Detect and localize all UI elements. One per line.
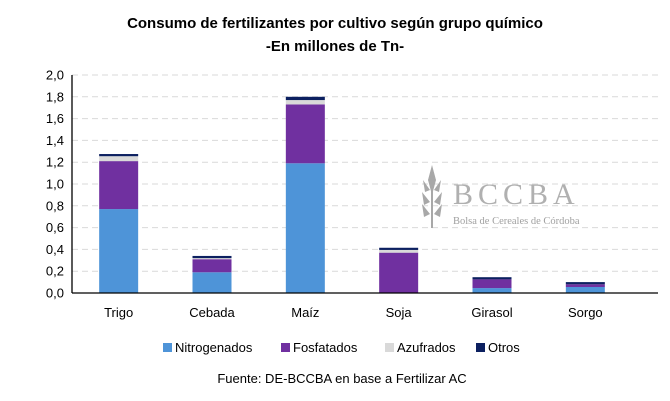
bar-azufrados-cebada: [192, 258, 232, 260]
x-tick-label: Maíz: [291, 305, 319, 320]
bar-fosfatados-girasol: [472, 279, 512, 289]
watermark-subtitle: Bolsa de Cereales de Córdoba: [453, 216, 580, 227]
bar-nitrogenados-cebada: [192, 272, 232, 293]
legend-swatch: [281, 343, 290, 352]
y-tick-label: 0,6: [46, 220, 64, 235]
watermark-title: BCCBA: [453, 178, 580, 211]
x-tick-label: Girasol: [471, 305, 512, 320]
chart-title: Consumo de fertilizantes por cultivo seg…: [127, 15, 543, 32]
legend-label: Nitrogenados: [175, 340, 253, 355]
bar-otros-maíz: [285, 96, 325, 101]
y-tick-label: 0,8: [46, 198, 64, 213]
y-tick-label: 1,6: [46, 111, 64, 126]
bar-nitrogenados-sorgo: [565, 287, 605, 293]
legend-label: Azufrados: [397, 340, 456, 355]
watermark-logo: BCCBA Bolsa de Cereales de Córdoba: [422, 165, 580, 228]
y-tick-label: 1,0: [46, 177, 64, 192]
x-tick-label: Sorgo: [568, 305, 603, 320]
bar-nitrogenados-trigo: [99, 209, 139, 293]
bar-otros-girasol: [472, 277, 512, 280]
bar-otros-trigo: [99, 154, 139, 157]
x-tick-label: Soja: [386, 305, 413, 320]
bar-fosfatados-sorgo: [565, 284, 605, 288]
bar-fosfatados-maíz: [285, 104, 325, 164]
y-tick-label: 0,4: [46, 242, 64, 257]
chart-subtitle: -En millones de Tn-: [266, 38, 404, 55]
bar-otros-cebada: [192, 255, 232, 259]
y-tick-label: 0,0: [46, 286, 64, 301]
bar-fosfatados-soja: [379, 252, 419, 293]
bar-nitrogenados-girasol: [472, 288, 512, 293]
y-tick-label: 1,4: [46, 133, 64, 148]
legend-label: Fosfatados: [293, 340, 358, 355]
x-tick-label: Trigo: [104, 305, 133, 320]
bar-otros-sorgo: [565, 282, 605, 285]
y-tick-label: 2,0: [46, 68, 64, 83]
wheat-icon: [422, 165, 442, 228]
y-tick-label: 0,2: [46, 264, 64, 279]
legend-swatch: [385, 343, 394, 352]
bar-fosfatados-cebada: [192, 259, 232, 273]
y-tick-label: 1,2: [46, 155, 64, 170]
y-tick-label: 1,8: [46, 89, 64, 104]
legend-label: Otros: [488, 340, 520, 355]
source-note: Fuente: DE-BCCBA en base a Fertilizar AC: [217, 371, 466, 386]
bar-azufrados-trigo: [99, 156, 139, 162]
bar-fosfatados-trigo: [99, 161, 139, 210]
bar-azufrados-soja: [379, 249, 419, 253]
x-tick-label: Cebada: [189, 305, 235, 320]
legend-swatch: [163, 343, 172, 352]
bar-nitrogenados-maíz: [285, 163, 325, 293]
bar-azufrados-maíz: [285, 100, 325, 105]
bar-otros-soja: [379, 247, 419, 250]
legend-swatch: [476, 343, 485, 352]
